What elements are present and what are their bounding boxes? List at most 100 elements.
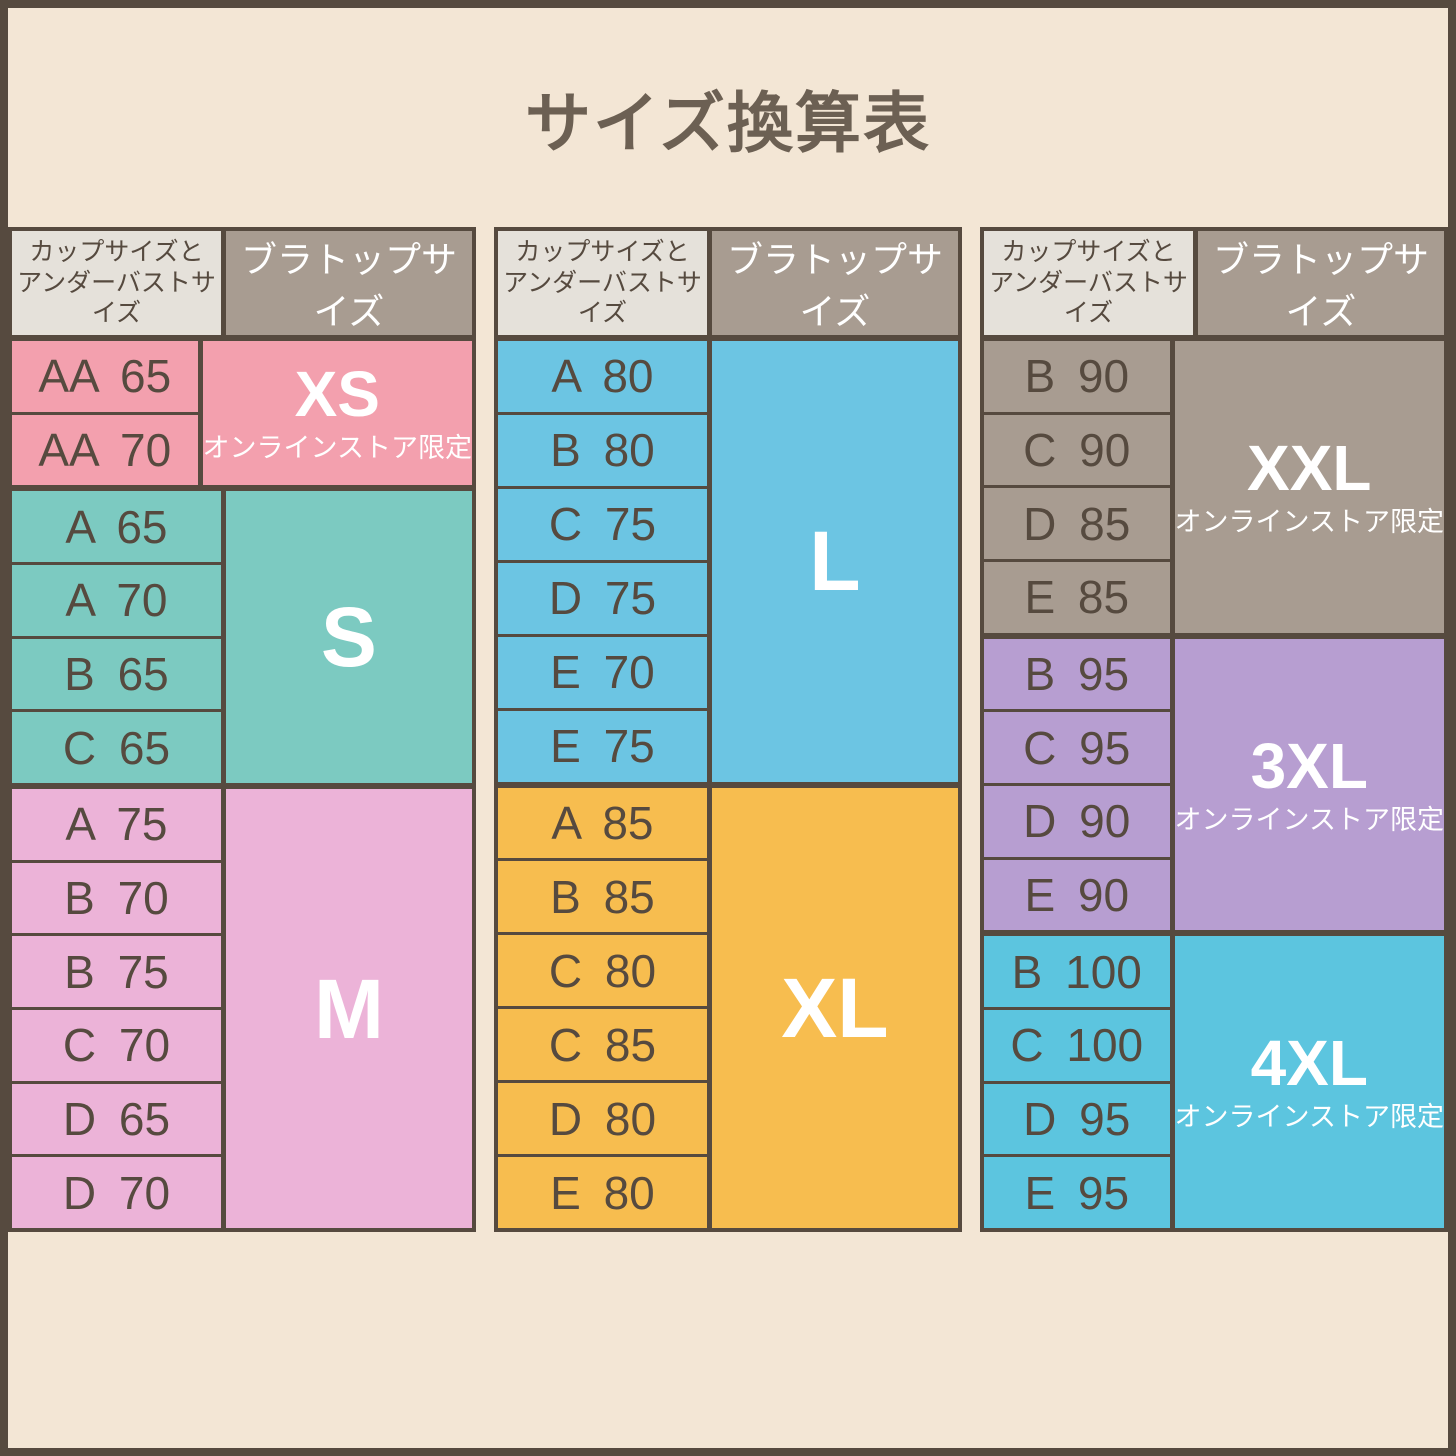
- cup-size-row: AA 70: [12, 411, 198, 486]
- cup-size-row: C 70: [12, 1007, 221, 1081]
- cup-size-value: C 95: [1023, 721, 1131, 774]
- cup-size-row: E 70: [498, 633, 707, 708]
- table-header: カップサイズと アンダーバストサイズ ブラトップサイズ: [984, 231, 1444, 341]
- header-line-2: アンダーバストサイズ: [17, 268, 216, 328]
- cup-size-rows: AA 65 AA 70: [12, 341, 203, 486]
- cup-size-value: E 80: [550, 1166, 655, 1219]
- cup-size-row: E 85: [984, 559, 1170, 633]
- cup-size-value: B 100: [1011, 945, 1142, 998]
- cup-size-row: B 100: [984, 936, 1170, 1007]
- header-label: ブラトップサイズ: [240, 239, 457, 332]
- bratop-size-label: XS: [294, 358, 380, 431]
- cup-size-row: D 85: [984, 485, 1170, 559]
- cup-size-value: D 95: [1023, 1093, 1131, 1146]
- size-section: A 65 A 70 B 65 C 65 S: [12, 485, 472, 783]
- bratop-size-cell: XS オンラインストア限定: [203, 341, 472, 485]
- cup-size-row: D 70: [12, 1154, 221, 1228]
- cup-size-value: E 75: [550, 720, 655, 773]
- header-line-1: カップサイズと: [1001, 238, 1176, 267]
- cup-size-value: C 65: [62, 721, 171, 774]
- cup-size-row: B 85: [498, 858, 707, 932]
- bratop-size-label: 3XL: [1250, 729, 1368, 802]
- title-area: サイズ換算表: [8, 8, 1448, 227]
- online-store-note: オンラインストア限定: [1174, 804, 1444, 835]
- cup-size-value: D 90: [1023, 795, 1131, 848]
- cup-size-row: B 95: [984, 639, 1170, 710]
- size-table: カップサイズと アンダーバストサイズ ブラトップサイズ AA 65 AA 70 …: [8, 227, 476, 1232]
- cup-size-rows: A 75 B 70 B 75 C 70 D 65 D 70: [12, 789, 226, 1228]
- cup-size-value: B 70: [64, 872, 169, 924]
- cup-size-row: D 95: [984, 1080, 1170, 1155]
- online-store-note: オンラインストア限定: [1174, 1102, 1444, 1133]
- cup-size-value: D 85: [1023, 497, 1131, 550]
- cup-size-row: AA 65: [12, 341, 198, 412]
- cup-size-value: E 90: [1024, 869, 1130, 922]
- cup-size-rows: A 85 B 85 C 80 C 85 D 80 E 80: [498, 787, 712, 1228]
- cup-size-value: B 65: [64, 648, 169, 700]
- cup-size-row: E 80: [498, 1154, 707, 1228]
- cup-size-value: A 65: [65, 500, 168, 553]
- column-header-cup-underbust: カップサイズと アンダーバストサイズ: [12, 231, 226, 335]
- cup-size-row: A 85: [498, 788, 707, 859]
- cup-size-row: D 75: [498, 559, 707, 634]
- cup-size-row: C 100: [984, 1007, 1170, 1081]
- cup-size-value: C 90: [1023, 424, 1131, 476]
- size-table: カップサイズと アンダーバストサイズ ブラトップサイズ B 90 C 90 D …: [980, 227, 1448, 1232]
- cup-size-value: C 75: [548, 498, 657, 551]
- bratop-size-cell: M: [226, 789, 472, 1228]
- cup-size-row: C 95: [984, 709, 1170, 783]
- size-section: B 90 C 90 D 85 E 85 XXL オンラインストア限定: [984, 341, 1444, 633]
- size-section: B 100 C 100 D 95 E 95 4XL オンラインストア限定: [984, 930, 1444, 1229]
- cup-size-row: C 85: [498, 1006, 707, 1080]
- cup-size-value: E 85: [1024, 571, 1130, 624]
- cup-size-value: D 70: [62, 1166, 171, 1219]
- cup-size-row: D 65: [12, 1080, 221, 1155]
- online-store-note: オンラインストア限定: [202, 433, 472, 464]
- cup-size-row: A 65: [12, 491, 221, 562]
- tables-container: カップサイズと アンダーバストサイズ ブラトップサイズ AA 65 AA 70 …: [8, 227, 1448, 1232]
- cup-size-value: A 70: [65, 574, 168, 627]
- header-line-1: カップサイズと: [29, 238, 204, 267]
- size-section: B 95 C 95 D 90 E 90 3XL オンラインストア限定: [984, 632, 1444, 931]
- cup-size-value: C 100: [1010, 1019, 1144, 1072]
- cup-size-row: E 90: [984, 856, 1170, 931]
- cup-size-rows: A 80 B 80 C 75 D 75 E 70 E 75: [498, 341, 712, 782]
- cup-size-value: B 75: [64, 945, 169, 998]
- size-section: A 75 B 70 B 75 C 70 D 65 D 70 M: [12, 783, 472, 1228]
- page-title: サイズ換算表: [524, 85, 932, 160]
- table-header: カップサイズと アンダーバストサイズ ブラトップサイズ: [12, 231, 472, 341]
- cup-size-row: E 95: [984, 1154, 1170, 1228]
- header-line-2: アンダーバストサイズ: [503, 268, 702, 328]
- cup-size-row: B 90: [984, 341, 1170, 412]
- column-header-cup-underbust: カップサイズと アンダーバストサイズ: [498, 231, 712, 335]
- cup-size-row: C 90: [984, 411, 1170, 486]
- cup-size-row: C 80: [498, 932, 707, 1006]
- cup-size-value: E 95: [1024, 1166, 1130, 1219]
- cup-size-value: B 80: [550, 424, 655, 477]
- table-body: B 90 C 90 D 85 E 85 XXL オンラインストア限定 B 95 …: [984, 341, 1444, 1229]
- cup-size-value: B 85: [550, 870, 655, 923]
- column-header-cup-underbust: カップサイズと アンダーバストサイズ: [984, 231, 1198, 335]
- cup-size-value: AA 65: [38, 350, 172, 403]
- cup-size-row: A 75: [12, 789, 221, 860]
- cup-size-rows: B 95 C 95 D 90 E 90: [984, 638, 1175, 931]
- table-body: A 80 B 80 C 75 D 75 E 70 E 75 L A 85 B 8…: [498, 341, 958, 1228]
- cup-size-row: B 65: [12, 635, 221, 710]
- cup-size-row: B 80: [498, 411, 707, 486]
- table-body: AA 65 AA 70 XS オンラインストア限定 A 65 A 70 B 65…: [12, 341, 472, 1228]
- bratop-size-label: XXL: [1247, 431, 1372, 504]
- bratop-size-label: XL: [781, 960, 889, 1055]
- cup-size-value: A 80: [551, 350, 654, 403]
- cup-size-row: B 75: [12, 933, 221, 1007]
- bratop-size-label: S: [320, 590, 377, 685]
- cup-size-row: C 75: [498, 485, 707, 560]
- cup-size-value: D 65: [62, 1093, 171, 1146]
- table-header: カップサイズと アンダーバストサイズ ブラトップサイズ: [498, 231, 958, 341]
- cup-size-value: B 90: [1024, 350, 1130, 403]
- cup-size-row: D 80: [498, 1080, 707, 1154]
- cup-size-row: E 75: [498, 707, 707, 782]
- column-header-bratop-size: ブラトップサイズ: [711, 231, 958, 335]
- header-line-1: カップサイズと: [515, 238, 690, 267]
- bratop-size-cell: 3XL オンラインストア限定: [1175, 639, 1444, 931]
